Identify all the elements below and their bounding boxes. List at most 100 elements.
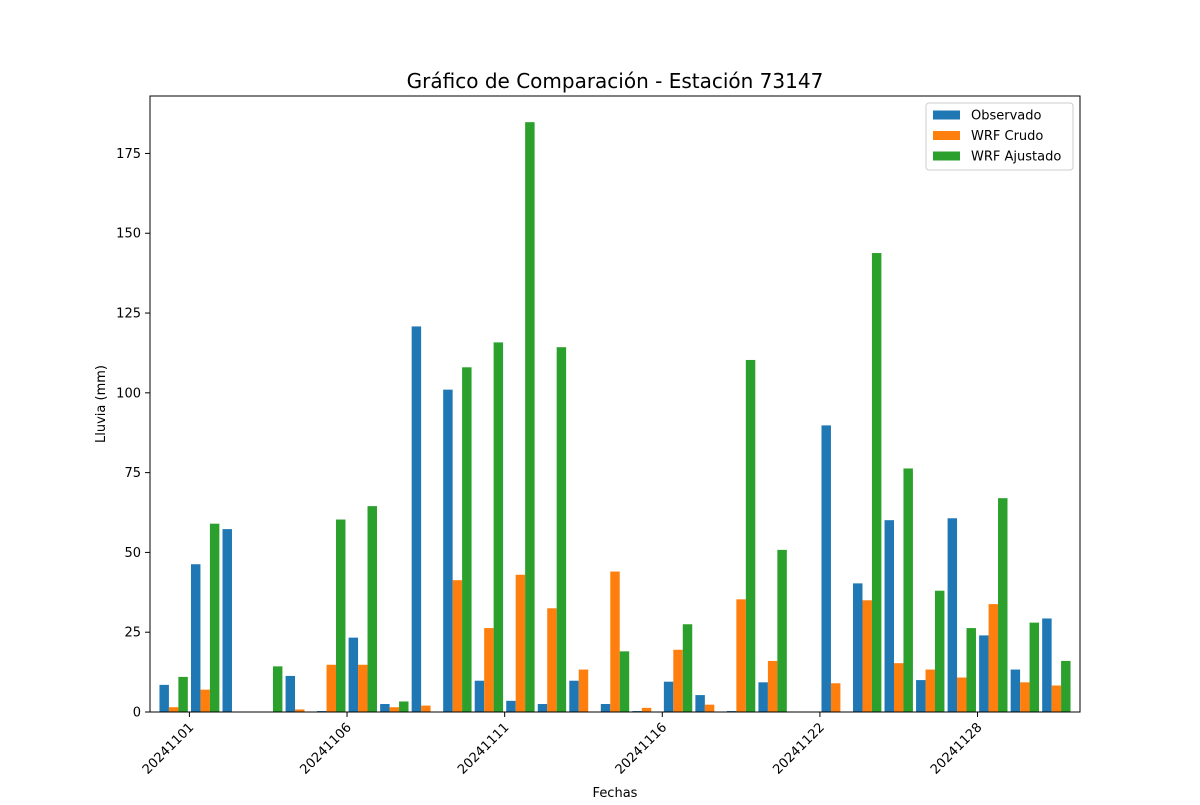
x-tick-label: 20241101 [140,720,197,777]
bar-wrf-crudo [295,709,305,712]
bar-observado [979,635,989,712]
bar-wrf-ajustado [1029,622,1040,712]
bar-wrf-ajustado [525,122,535,713]
bar-wrf-crudo [767,660,778,712]
bar-wrf-crudo [673,649,683,712]
bar-wrf-crudo [704,704,715,712]
bar-wrf-ajustado [462,367,472,712]
bar-observado [884,520,894,712]
bar-wrf-crudo [389,707,400,712]
bar-observado [411,326,422,712]
bar-wrf-ajustado [934,590,945,712]
bar-wrf-crudo [168,707,179,712]
bar-observado [506,700,516,712]
bar-observado [821,425,831,712]
bar-wrf-ajustado [178,676,188,712]
bar-wrf-crudo [862,600,872,712]
bar-observado [1010,669,1021,712]
bar-wrf-crudo [1020,682,1030,712]
bar-wrf-ajustado [903,468,913,712]
bar-wrf-crudo [484,628,494,712]
bar-observado [380,704,390,712]
bar-wrf-crudo [988,604,999,712]
x-tick-label: 20241122 [770,720,827,777]
bar-observado [600,704,611,712]
legend-swatch [933,131,960,140]
bar-wrf-crudo [957,677,967,712]
bar-wrf-ajustado [998,498,1008,712]
bar-wrf-ajustado [336,519,346,712]
y-tick-label: 25 [124,626,141,641]
bar-wrf-crudo [1051,685,1062,712]
bar-wrf-crudo [200,689,210,712]
chart-title: Gráfico de Comparación - Estación 73147 [407,69,824,93]
bar-wrf-ajustado [682,624,693,712]
bar-wrf-ajustado [966,628,976,712]
bar-observado [947,518,958,712]
bar-observado [348,637,359,712]
x-tick-label: 20241106 [297,720,354,777]
bar-wrf-crudo [452,580,463,712]
bar-wrf-crudo [515,574,526,712]
bars-group [159,122,1071,713]
y-tick-label: 100 [116,386,141,401]
bar-observado [285,675,296,712]
bar-wrf-ajustado [1061,660,1071,712]
bar-wrf-ajustado [209,523,220,712]
x-tick-label: 20241128 [928,720,985,777]
y-tick-label: 50 [124,546,141,561]
y-axis-label: Lluvia (mm) [94,365,109,443]
bar-wrf-ajustado [745,359,756,712]
legend-label: WRF Crudo [971,129,1043,144]
bar-wrf-crudo [925,669,935,712]
bar-wrf-crudo [894,663,904,712]
bar-observado [663,681,674,712]
y-tick-label: 175 [116,147,141,162]
y-tick-label: 125 [116,307,141,322]
legend-swatch [933,110,960,120]
bar-observado [853,583,863,712]
bar-observado [537,704,548,712]
bar-observado [443,389,453,712]
bar-wrf-ajustado [493,342,504,712]
x-axis: 20241101 20241106 20241111 20241116 20241122… [140,712,985,778]
legend-frame [925,102,1074,171]
y-tick-label: 0 [133,706,141,721]
legend-swatch [933,151,960,161]
bar-wrf-crudo [358,664,368,712]
bar-observado [222,529,232,712]
bar-observado [569,680,579,712]
x-tick-label: 20241116 [613,720,670,777]
plot-frame [149,95,1081,713]
bar-observado [758,682,768,712]
bar-wrf-ajustado [871,253,882,712]
bar-wrf-ajustado [777,549,787,712]
bar-observado [159,684,169,712]
bar-wrf-crudo [326,664,336,712]
legend-label: WRF Ajustado [971,150,1061,165]
bar-wrf-crudo [421,705,431,712]
bar-wrf-ajustado [399,701,409,712]
legend: Observado WRF Crudo WRF Ajustado [925,102,1074,171]
bar-wrf-ajustado [619,651,630,712]
x-axis-label: Fechas [593,786,638,800]
y-tick-label: 150 [116,227,141,242]
bar-wrf-crudo [736,599,746,712]
bar-observado [190,564,201,712]
legend-label: Observado [971,109,1042,124]
y-axis: 0 25 50 75 100 125 150 175 [116,147,150,721]
bar-wrf-crudo [578,669,589,712]
bar-wrf-crudo [547,608,557,712]
bar-wrf-ajustado [556,347,567,712]
bar-observado [1042,618,1052,712]
x-tick-label: 20241111 [455,720,512,777]
y-tick-label: 75 [124,466,141,481]
bar-wrf-crudo [830,683,841,712]
bar-observado [695,695,705,712]
bar-observado [474,680,485,712]
bar-wrf-ajustado [272,666,283,712]
bar-wrf-ajustado [367,506,377,712]
bar-observado [916,680,926,712]
